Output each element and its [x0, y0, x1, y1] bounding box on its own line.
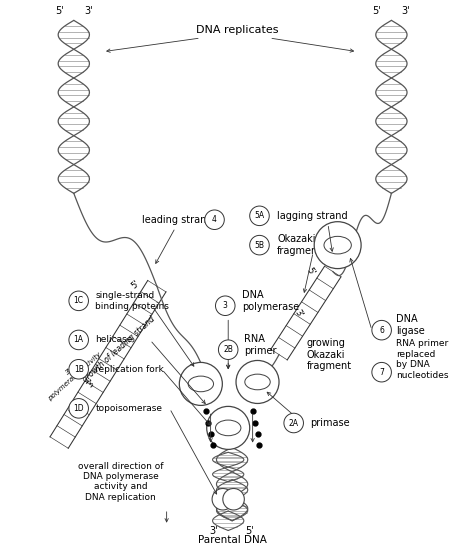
- Ellipse shape: [188, 376, 214, 392]
- Text: DNA replicates: DNA replicates: [196, 25, 278, 35]
- Text: lagging strand: lagging strand: [277, 211, 348, 221]
- Text: 5': 5': [129, 278, 141, 290]
- Text: 5': 5': [373, 7, 381, 16]
- Circle shape: [69, 399, 89, 418]
- Circle shape: [179, 362, 222, 405]
- Text: growing
Okazaki
fragment: growing Okazaki fragment: [306, 338, 352, 371]
- Text: 5A: 5A: [255, 211, 264, 220]
- Text: 5': 5': [55, 7, 64, 16]
- Text: 6: 6: [379, 326, 384, 335]
- Circle shape: [69, 291, 89, 311]
- Circle shape: [212, 489, 234, 510]
- Text: leading strand: leading strand: [142, 215, 213, 225]
- Circle shape: [372, 362, 392, 382]
- Text: overall direction of
DNA polymerase
activity and
DNA replication: overall direction of DNA polymerase acti…: [78, 462, 164, 502]
- Text: 5B: 5B: [255, 240, 264, 250]
- Text: helicase: helicase: [95, 335, 133, 344]
- Text: 5': 5': [246, 525, 254, 536]
- Text: 1D: 1D: [73, 404, 84, 413]
- Text: single-strand
binding proteins: single-strand binding proteins: [95, 291, 169, 311]
- Circle shape: [236, 361, 279, 404]
- Text: 1B: 1B: [74, 365, 83, 374]
- Ellipse shape: [216, 420, 241, 436]
- Circle shape: [69, 360, 89, 379]
- Text: DNA
ligase: DNA ligase: [396, 315, 425, 336]
- Text: replication fork: replication fork: [95, 365, 164, 374]
- Circle shape: [250, 206, 269, 226]
- Ellipse shape: [245, 374, 270, 390]
- Text: 2B: 2B: [223, 345, 233, 354]
- Text: 7: 7: [379, 368, 384, 377]
- Text: 3': 3': [293, 308, 304, 320]
- Text: growth of leading strand: growth of leading strand: [81, 315, 156, 384]
- Text: primase: primase: [310, 418, 350, 428]
- Text: 5': 5': [304, 266, 316, 277]
- Text: RNA primer
replaced
by DNA
nucleotides: RNA primer replaced by DNA nucleotides: [396, 339, 449, 379]
- Circle shape: [207, 406, 250, 450]
- Text: 3': 3': [84, 7, 93, 16]
- Text: 3'
polymerase activity: 3' polymerase activity: [42, 346, 102, 402]
- Text: 3': 3': [85, 378, 97, 390]
- Text: RNA
primer: RNA primer: [244, 334, 276, 356]
- Text: 1A: 1A: [73, 335, 84, 344]
- Text: Parental DNA: Parental DNA: [198, 535, 266, 545]
- Text: topoisomerase: topoisomerase: [95, 404, 162, 413]
- Text: 4: 4: [212, 215, 217, 224]
- Circle shape: [372, 321, 392, 340]
- Circle shape: [314, 222, 361, 268]
- Circle shape: [205, 210, 224, 229]
- Circle shape: [219, 340, 238, 360]
- Circle shape: [250, 236, 269, 255]
- Text: 1C: 1C: [73, 296, 84, 305]
- Circle shape: [216, 296, 235, 316]
- Circle shape: [284, 413, 303, 433]
- Circle shape: [223, 489, 244, 510]
- Text: 3': 3': [209, 525, 218, 536]
- Text: 2A: 2A: [289, 418, 299, 428]
- Circle shape: [69, 330, 89, 350]
- Ellipse shape: [324, 237, 351, 254]
- Text: 3: 3: [223, 301, 228, 310]
- Text: 3': 3': [402, 7, 410, 16]
- Text: DNA
polymerase: DNA polymerase: [242, 290, 299, 312]
- Text: Okazaki
fragments: Okazaki fragments: [277, 234, 328, 256]
- Text: 5': 5': [68, 405, 80, 417]
